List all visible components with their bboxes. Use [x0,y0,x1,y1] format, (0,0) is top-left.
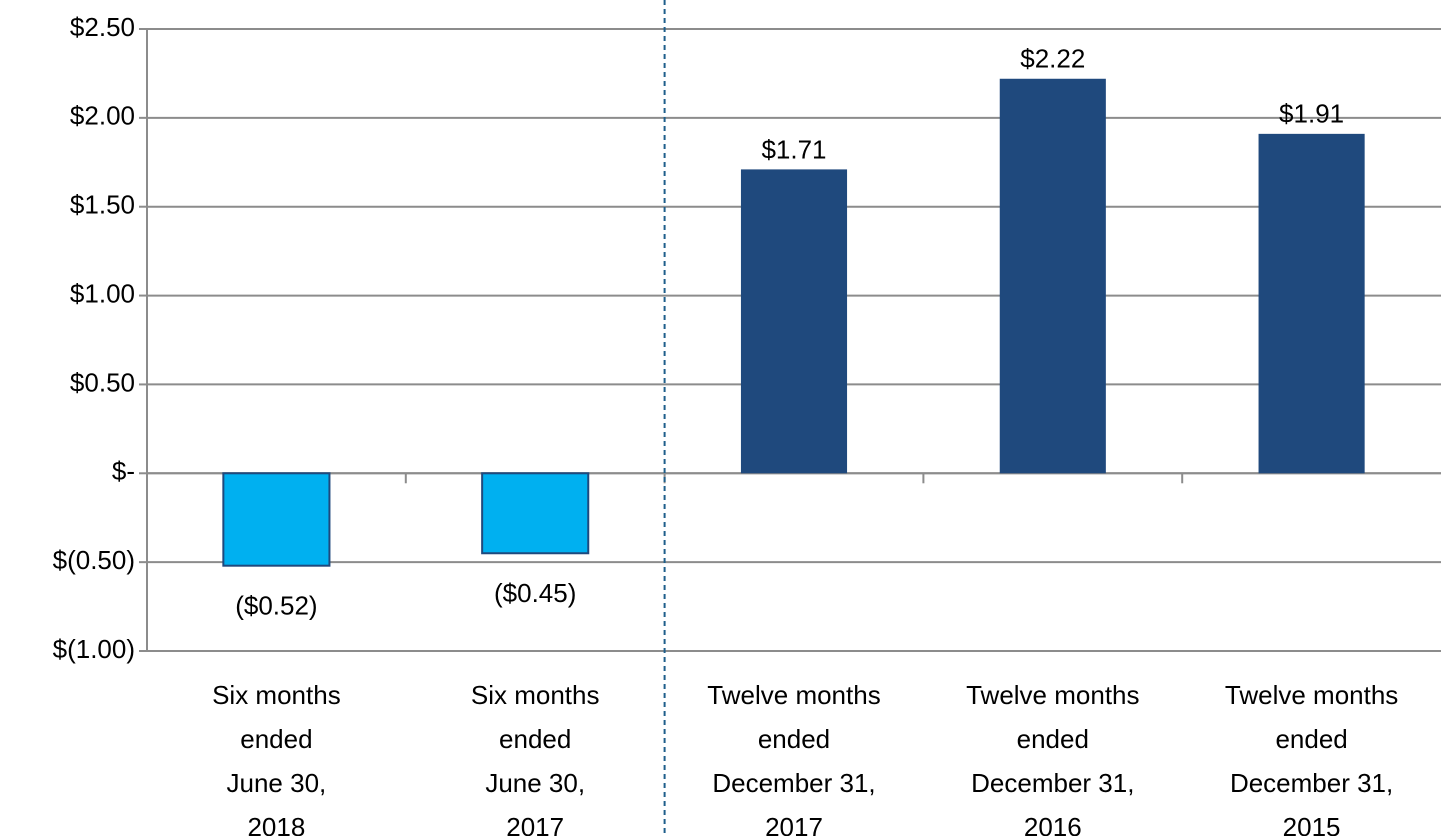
x-tick-label: Six months [471,680,600,710]
x-tick-label: December 31, [712,768,875,798]
x-tick-label: ended [499,724,571,754]
y-tick-label: $1.50 [70,190,135,220]
x-tick-label: 2017 [506,812,564,836]
x-tick-label: Twelve months [966,680,1139,710]
x-tick-label: ended [758,724,830,754]
y-tick-label: $2.50 [70,12,135,42]
value-label: $1.71 [761,134,826,164]
x-tick-label: ended [1017,724,1089,754]
x-tick-label: Twelve months [707,680,880,710]
y-tick-label: $0.50 [70,367,135,397]
x-tick-label: June 30, [485,768,585,798]
x-tick-label: 2018 [247,812,305,836]
y-tick-label: $(1.00) [53,634,135,664]
value-label: ($0.52) [235,591,317,621]
y-tick-label: $2.00 [70,101,135,131]
bar [740,169,848,474]
value-label: ($0.45) [494,578,576,608]
x-tick-label: 2017 [765,812,823,836]
x-tick-label: 2015 [1283,812,1341,836]
x-tick-label: Twelve months [1225,680,1398,710]
y-tick-label: $- [112,456,135,486]
x-tick-label: 2016 [1024,812,1082,836]
x-tick-label: June 30, [227,768,327,798]
x-tick-label: December 31, [1230,768,1393,798]
bar [999,78,1106,474]
x-tick-label: ended [240,724,312,754]
value-label: $1.91 [1279,99,1344,129]
y-tick-label: $1.00 [70,278,135,308]
x-tick-label: December 31, [971,768,1134,798]
bar [1258,133,1365,474]
bar [481,472,590,555]
y-tick-label: $(0.50) [53,545,135,575]
value-label: $2.22 [1020,44,1085,74]
bar [222,472,331,567]
x-tick-label: Six months [212,680,341,710]
x-tick-label: ended [1275,724,1347,754]
